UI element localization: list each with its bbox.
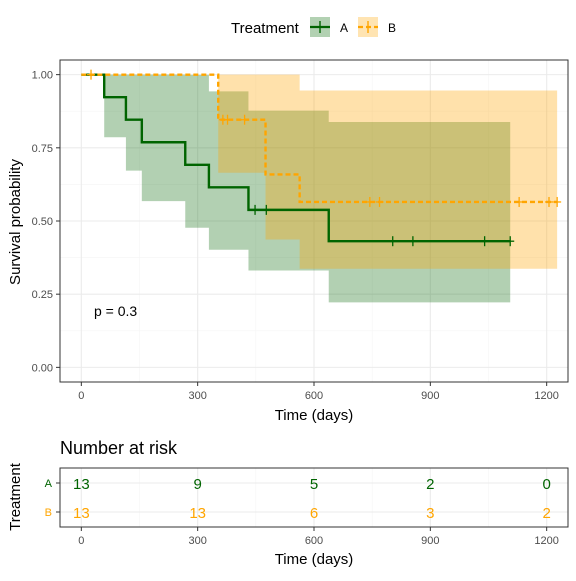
risk-table-grid: [60, 468, 568, 527]
risk-x-tick-label: 1200: [534, 535, 558, 547]
risk-x-tick-label: 900: [421, 535, 439, 547]
confidence-bands: [81, 74, 558, 303]
legend-key-a: [310, 17, 330, 37]
legend-key-b: [358, 17, 378, 37]
survival-curves: [81, 73, 558, 243]
y-tick-label: 0.00: [32, 362, 53, 374]
survival-curve-b: [81, 73, 558, 204]
legend: Treatment A B: [231, 17, 396, 37]
x-axis-title: Time (days): [275, 407, 354, 424]
risk-x-tick-label: 300: [188, 535, 206, 547]
risk-x-tick-label: 600: [305, 535, 323, 547]
risk-row-label-b: B: [45, 507, 52, 519]
x-tick-label: 0: [78, 390, 84, 402]
y-tick-label: 1.00: [32, 70, 53, 82]
risk-cell-b: 3: [426, 505, 434, 522]
censor-marks: [87, 69, 562, 247]
y-axis-title: Survival probability: [7, 159, 24, 285]
risk-cell-b: 13: [189, 505, 206, 522]
survival-curve-a: [81, 73, 511, 243]
risk-table: Number at risk 13 9 5 2 013 13 6 3 2 AB 0 300 600 9…: [7, 438, 569, 568]
risk-cell-b: 13: [73, 505, 90, 522]
risk-cell-a: 13: [73, 476, 90, 493]
risk-cell-a: 5: [310, 476, 318, 493]
risk-table-x-title: Time (days): [275, 551, 354, 568]
y-tick-label: 0.25: [32, 289, 53, 301]
risk-row-label-a: A: [45, 478, 53, 490]
risk-cell-b: 2: [542, 505, 550, 522]
risk-cell-a: 0: [542, 476, 550, 493]
x-tick-label: 300: [188, 390, 206, 402]
p-value-annotation: p = 0.3: [94, 303, 137, 319]
risk-table-row-labels: AB: [45, 478, 60, 519]
confidence-band-a: [81, 74, 511, 303]
x-axis: 0 300 600 900 1200: [78, 382, 559, 402]
survival-plot: 0.00 0.25 0.50 0.75 1.00 0 300 600 900 1200 p = …: [7, 59, 569, 424]
legend-title: Treatment: [231, 20, 300, 37]
y-axis: 0.00 0.25 0.50 0.75 1.00: [32, 70, 60, 374]
risk-table-cells: 13 9 5 2 0 13 13 6 3 2: [73, 476, 551, 522]
plot-grid: [60, 60, 568, 382]
risk-cell-a: 2: [426, 476, 434, 493]
legend-label-a: A: [340, 21, 348, 35]
risk-table-title: Number at risk: [60, 438, 178, 458]
risk-cell-a: 9: [193, 476, 201, 493]
y-tick-label: 0.50: [32, 216, 53, 228]
x-tick-label: 600: [305, 390, 323, 402]
legend-label-b: B: [388, 21, 396, 35]
risk-x-tick-label: 0: [78, 535, 84, 547]
risk-cell-b: 6: [310, 505, 318, 522]
x-tick-label: 1200: [534, 390, 558, 402]
y-tick-label: 0.75: [32, 143, 53, 155]
risk-table-x-axis: 0 300 600 900 1200: [78, 527, 559, 547]
confidence-band-b: [81, 74, 558, 269]
x-tick-label: 900: [421, 390, 439, 402]
risk-table-y-title: Treatment: [7, 462, 24, 531]
